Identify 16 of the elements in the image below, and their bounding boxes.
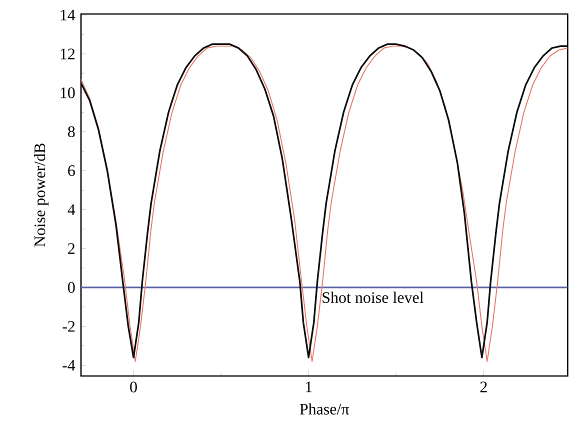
x-axis-title: Phase/π [300,403,350,415]
y-axis-title: Noise power/dB [34,144,48,247]
y-tick-label: 14 [60,10,76,20]
y-tick-label: -4 [62,360,76,371]
y-tick-label: 4 [68,204,76,215]
x-tick-label: 1 [306,382,312,392]
y-tick-label: 2 [68,243,75,254]
y-tick-label: 0 [68,282,75,293]
y-tick-label: 6 [68,165,75,176]
x-tick-label: 2 [480,382,487,392]
y-tick-label: 12 [60,48,75,60]
y-tick-label: 10 [60,87,75,98]
y-tick-label: 8 [68,126,75,138]
ref-line-label: Shot noise level [322,292,424,303]
x-tick-label: 0 [130,382,137,392]
y-tick-label: -2 [62,321,75,332]
